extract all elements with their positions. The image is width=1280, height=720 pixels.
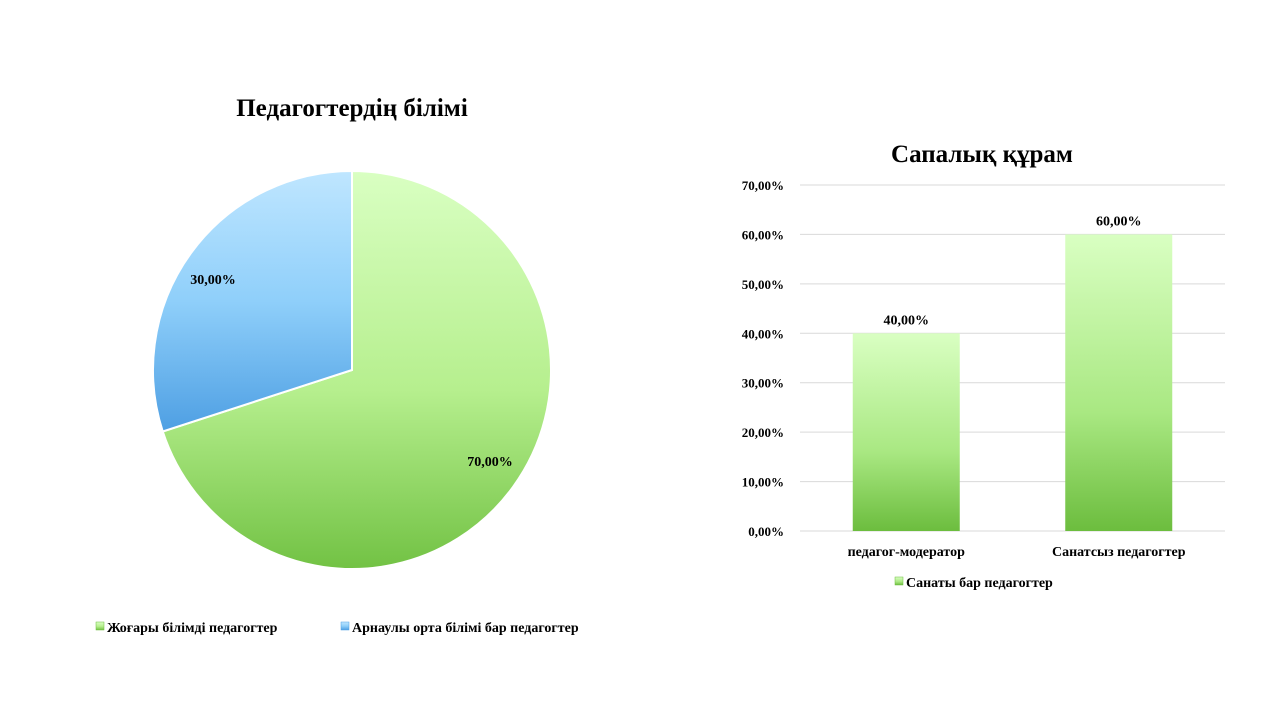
bar-chart: Сапалық құрам 0,00% 10,00% 20,00% 30,00% 40,… — [742, 141, 1225, 591]
pie-label-arnauly: 30,00% — [190, 273, 236, 288]
y-tick-label: 30,00% — [742, 376, 784, 391]
bar — [852, 333, 960, 531]
y-tick-label: 50,00% — [742, 277, 784, 292]
y-tick-label: 40,00% — [742, 326, 784, 341]
bar-x-axis: педагог-модератор Санатсыз педагогтер — [848, 545, 1186, 560]
legend-label-sanaty-bar: Санаты бар педагогтер — [906, 576, 1053, 591]
bar-value-label: 60,00% — [1096, 214, 1142, 229]
y-tick-label: 70,00% — [742, 178, 784, 193]
bar — [1065, 234, 1173, 531]
pie-legend: Жоғары білімді педагогтер Арнаулы орта б… — [95, 621, 579, 636]
x-tick-label: педагог-модератор — [848, 545, 966, 560]
y-tick-label: 60,00% — [742, 227, 784, 242]
bar-y-axis: 0,00% 10,00% 20,00% 30,00% 40,00% 50,00% 60,00… — [742, 178, 784, 539]
legend-swatch-arnauly — [340, 621, 350, 631]
legend-swatch-sanaty-bar — [894, 576, 904, 586]
legend-label-arnauly: Арнаулы орта білімі бар педагогтер — [352, 621, 579, 636]
y-tick-label: 10,00% — [742, 475, 784, 490]
pie-title: Педагогтердің білімі — [236, 95, 468, 122]
pie-slice-arnauly — [152, 169, 353, 433]
bar-title: Сапалық құрам — [891, 141, 1073, 168]
pie-slices — [152, 169, 552, 570]
pie-chart: Педагогтердің білімі 30,00% 70,00% Жоғар… — [95, 95, 579, 636]
legend-label-zhogary: Жоғары білімді педагогтер — [107, 621, 278, 636]
pie-label-zhogary: 70,00% — [467, 455, 513, 470]
legend-swatch-zhogary — [95, 621, 105, 631]
bar-value-label: 40,00% — [884, 313, 930, 328]
y-tick-label: 0,00% — [748, 524, 784, 539]
bar-series: 40,00% 60,00% — [852, 214, 1173, 531]
y-tick-label: 20,00% — [742, 425, 784, 440]
x-tick-label: Санатсыз педагогтер — [1052, 545, 1186, 560]
bar-legend: Санаты бар педагогтер — [894, 576, 1053, 591]
pie-slice-zhogary — [161, 169, 552, 570]
